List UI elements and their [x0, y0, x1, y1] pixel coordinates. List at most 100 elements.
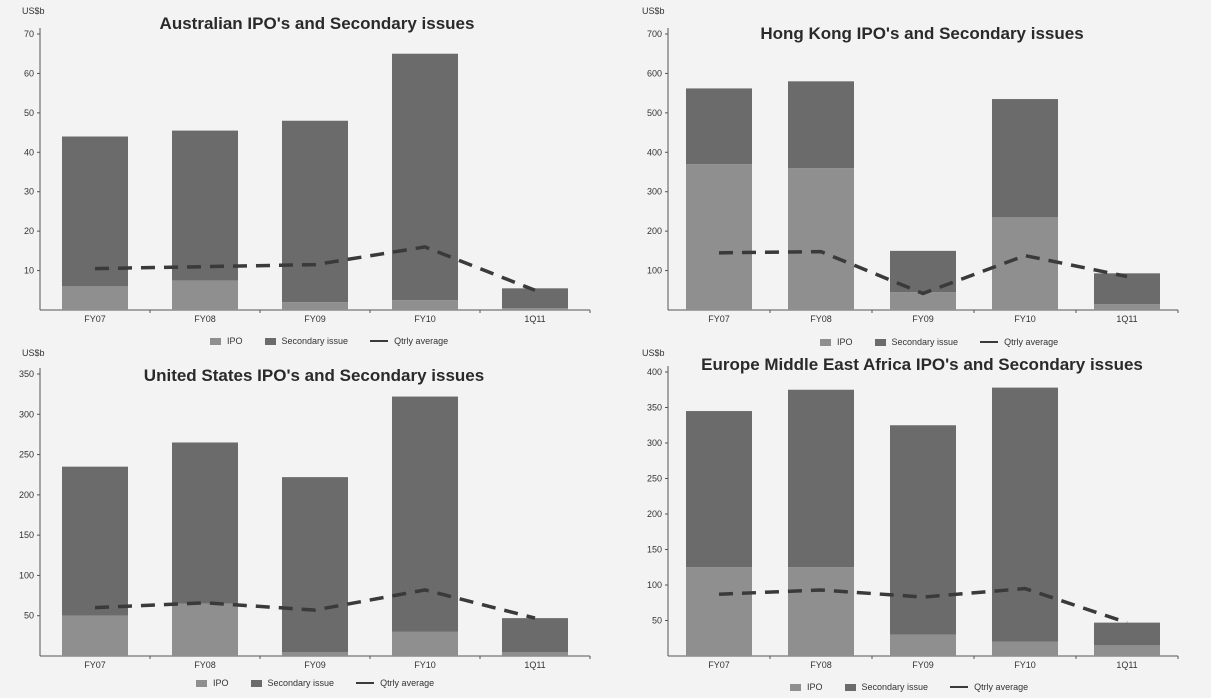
legend-label-ipo: IPO — [227, 336, 243, 346]
legend-item-secondary: Secondary issue — [844, 682, 929, 692]
y-tick-label: 200 — [19, 490, 34, 500]
bar-ipo — [686, 567, 752, 656]
y-tick-label: 600 — [647, 68, 662, 78]
legend-item-secondary: Secondary issue — [264, 336, 349, 346]
y-tick-label: 250 — [647, 474, 662, 484]
bar-ipo — [62, 615, 128, 656]
y-unit-label: US$b — [642, 6, 665, 16]
plot-area: 50 100 150 200 250 300 350 400 FY07 FY08 FY09 FY10 1… — [647, 366, 1179, 670]
series-line-qtrly-average — [94, 245, 536, 292]
chart-title: Hong Kong IPO's and Secondary issues — [760, 24, 1084, 43]
legend: IPO Secondary issue Qtrly average — [210, 336, 448, 346]
bar-ipo — [992, 217, 1058, 310]
bar-ipo — [282, 651, 348, 656]
x-tick-label: FY07 — [84, 660, 106, 670]
x-tick-label: FY09 — [912, 314, 934, 324]
legend: IPO Secondary issue Qtrly average — [820, 337, 1058, 347]
x-tick-label: FY10 — [1014, 314, 1036, 324]
bar-ipo — [1094, 304, 1160, 310]
y-tick-label: 50 — [652, 616, 662, 626]
bar-secondary — [992, 99, 1058, 218]
legend-item-secondary: Secondary issue — [250, 678, 335, 688]
bar-secondary — [1094, 622, 1160, 646]
legend-label-secondary: Secondary issue — [861, 682, 929, 692]
y-unit-label: US$b — [642, 348, 665, 358]
y-tick-label: 30 — [24, 187, 34, 197]
x-tick-label: FY07 — [708, 660, 730, 670]
bar-secondary — [686, 411, 752, 568]
legend-label-secondary: Secondary issue — [281, 336, 349, 346]
legend-item-secondary: Secondary issue — [874, 337, 958, 347]
plot-area: 100 200 300 400 500 600 700 FY07 FY08 FY09 FY10 1Q1… — [647, 28, 1179, 324]
legend-label-ipo: IPO — [807, 682, 823, 692]
plot-area: 50 100 150 200 250 300 350 FY07 FY08 FY09 FY10 1Q11 — [19, 368, 591, 670]
y-tick-label: 250 — [19, 450, 34, 460]
chart-title: United States IPO's and Secondary issues — [143, 366, 485, 385]
legend-label-secondary: Secondary issue — [267, 678, 335, 688]
legend-item-avg: Qtrly average — [356, 678, 434, 688]
y-tick-label: 100 — [647, 580, 662, 590]
y-unit-label: US$b — [22, 6, 45, 16]
y-tick-label: 150 — [19, 530, 34, 540]
x-tick-label: 1Q11 — [1116, 314, 1137, 324]
ipo-swatch — [210, 337, 221, 345]
bar-ipo — [62, 286, 128, 310]
secondary-swatch — [264, 337, 276, 345]
y-tick-label: 400 — [647, 367, 662, 377]
plot-area: 10 20 30 40 50 60 70 FY07 FY08 FY09 FY10 1Q11 — [24, 28, 591, 324]
bar-secondary — [788, 81, 854, 169]
bar-secondary — [172, 130, 238, 281]
chart-panel-emea: US$b Europe Middle East Africa IPO's and… — [630, 348, 1200, 692]
bar-ipo — [392, 631, 458, 656]
bar-secondary — [282, 477, 348, 652]
ipo-swatch — [790, 683, 801, 691]
bar-ipo — [686, 164, 752, 310]
legend-label-avg: Qtrly average — [1004, 337, 1059, 347]
secondary-swatch — [874, 338, 886, 346]
x-tick-label: FY10 — [1014, 660, 1036, 670]
avg-line-swatch — [950, 686, 969, 688]
y-tick-label: 500 — [647, 108, 662, 118]
y-tick-label: 400 — [647, 147, 662, 157]
bar-ipo — [502, 651, 568, 656]
x-tick-label: FY09 — [912, 660, 934, 670]
bar-secondary — [686, 88, 752, 165]
secondary-swatch — [844, 683, 856, 691]
bar-ipo — [890, 634, 956, 656]
bar-secondary — [502, 618, 568, 652]
bar-secondary — [1094, 273, 1160, 305]
legend-item-ipo: IPO — [210, 336, 243, 346]
legend-item-ipo: IPO — [196, 678, 229, 688]
bar-ipo — [282, 302, 348, 310]
chart-panel-australia: US$b Australian IPO's and Secondary issu… — [10, 2, 610, 346]
bar-secondary — [992, 387, 1058, 642]
y-unit-label: US$b — [22, 348, 45, 358]
series-line-qtrly-average — [718, 249, 1128, 296]
avg-line-swatch — [980, 341, 999, 343]
bar-ipo — [502, 308, 568, 310]
legend-item-ipo: IPO — [820, 337, 853, 347]
y-tick-label: 350 — [647, 403, 662, 413]
bar-ipo — [1094, 645, 1160, 656]
legend-item-ipo: IPO — [790, 682, 823, 692]
legend: IPO Secondary issue Qtrly average — [196, 678, 434, 688]
y-tick-label: 200 — [647, 226, 662, 236]
bar-secondary — [172, 442, 238, 604]
bar-secondary — [62, 136, 128, 287]
x-tick-label: FY10 — [414, 314, 436, 324]
y-tick-label: 700 — [647, 29, 662, 39]
legend-item-avg: Qtrly average — [980, 337, 1058, 347]
bar-secondary — [282, 120, 348, 303]
y-tick-label: 100 — [19, 570, 34, 580]
x-tick-label: FY08 — [810, 660, 832, 670]
chart-title: Europe Middle East Africa IPO's and Seco… — [701, 355, 1143, 374]
bar-secondary — [890, 425, 956, 635]
series-line-qtrly-average — [94, 588, 536, 620]
y-tick-label: 150 — [647, 545, 662, 555]
ipo-swatch — [820, 338, 831, 346]
y-tick-label: 60 — [24, 68, 34, 78]
x-tick-label: FY07 — [84, 314, 106, 324]
bar-ipo — [992, 641, 1058, 656]
bar-ipo — [788, 567, 854, 656]
